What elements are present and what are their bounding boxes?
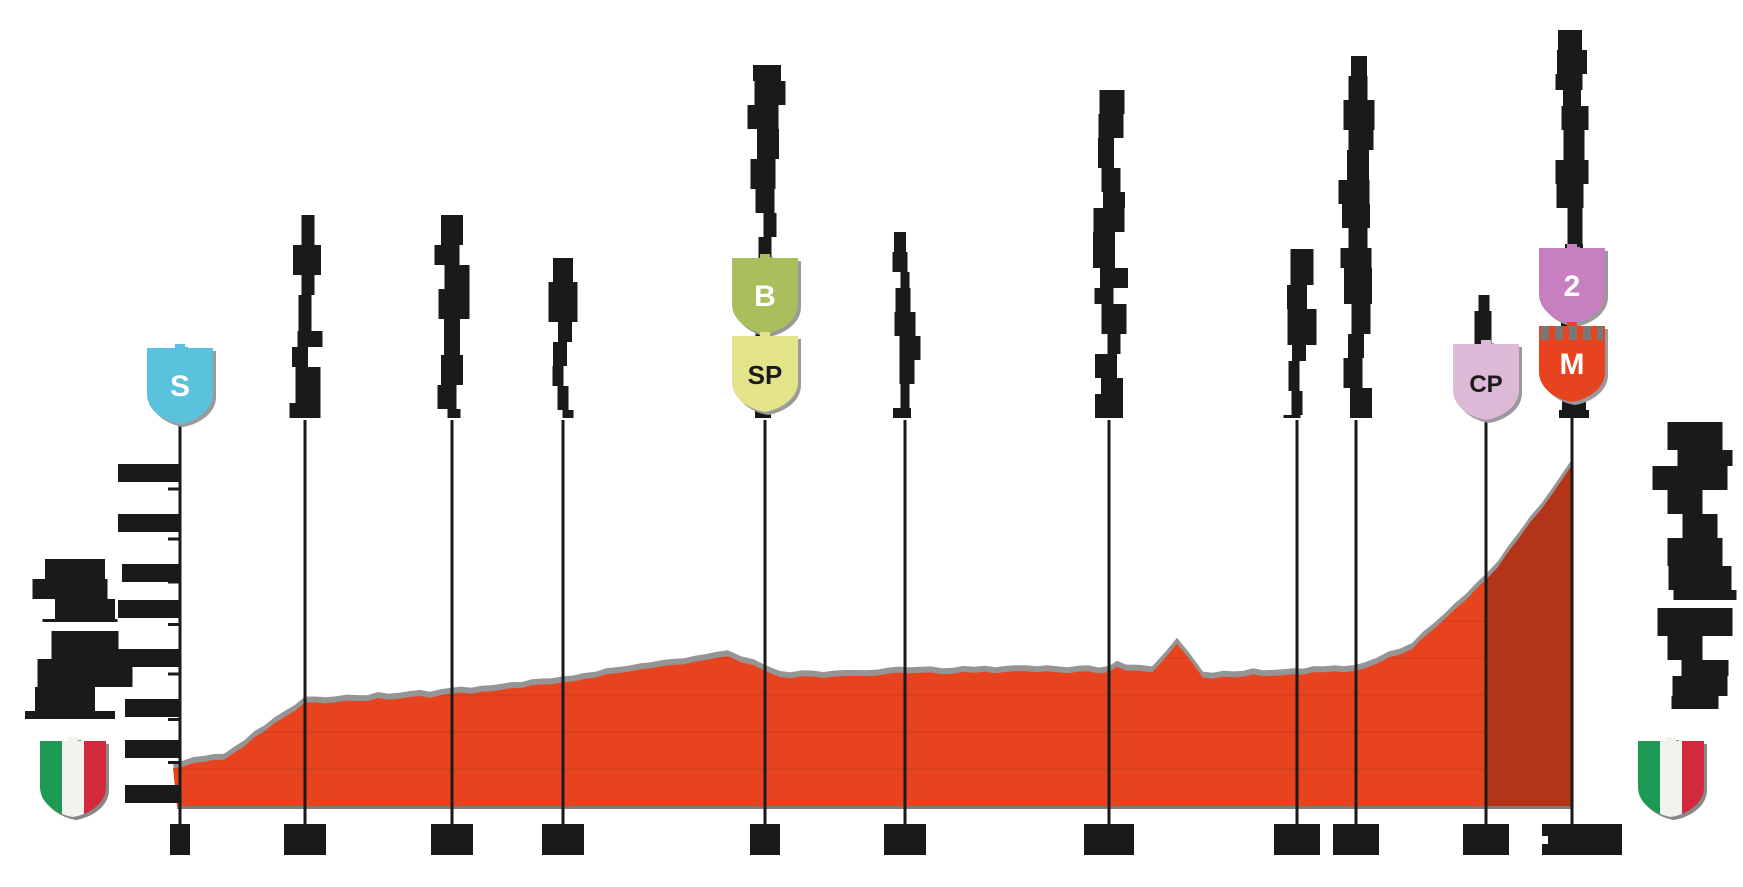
svg-text:SP: SP bbox=[748, 360, 783, 390]
svg-text:2: 2 bbox=[1564, 270, 1581, 303]
svg-text:M: M bbox=[1560, 348, 1585, 381]
svg-text:B: B bbox=[754, 280, 776, 313]
svg-text:S: S bbox=[170, 370, 190, 403]
svg-text:CP: CP bbox=[1469, 371, 1502, 398]
